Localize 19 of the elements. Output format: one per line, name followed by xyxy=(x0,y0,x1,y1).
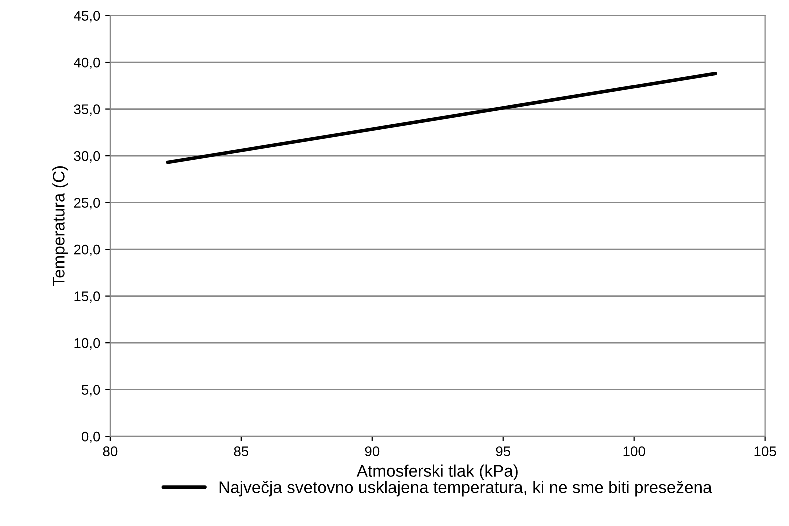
y-tick-label: 45,0 xyxy=(74,11,100,23)
y-tick-label: 20,0 xyxy=(74,244,100,256)
y-tick-label: 25,0 xyxy=(74,198,100,210)
y-tick-label: 15,0 xyxy=(74,292,100,304)
y-tick-label: 10,0 xyxy=(74,338,100,350)
y-tick-label: 35,0 xyxy=(74,104,100,116)
x-tick-label: 95 xyxy=(496,446,511,457)
x-tick-label: 105 xyxy=(754,446,776,457)
x-axis-title: Atmosferski tlak (kPa) xyxy=(356,464,518,480)
x-tick-label: 90 xyxy=(365,446,380,457)
y-axis-title: Temperatura (C) xyxy=(52,166,68,286)
x-tick-label: 100 xyxy=(624,446,646,457)
x-tick-label: 80 xyxy=(103,446,118,457)
y-tick-label: 5,0 xyxy=(82,385,100,397)
y-tick-label: 40,0 xyxy=(74,58,100,70)
x-tick-label: 85 xyxy=(234,446,249,457)
y-tick-label: 0,0 xyxy=(82,432,100,444)
y-tick-label: 30,0 xyxy=(74,151,100,163)
legend-label: Največja svetovno usklajena temperatura, ki ne sme biti presežena xyxy=(220,481,712,497)
